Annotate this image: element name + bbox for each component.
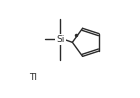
Text: Si: Si	[56, 35, 65, 44]
Text: Tl: Tl	[29, 73, 37, 82]
